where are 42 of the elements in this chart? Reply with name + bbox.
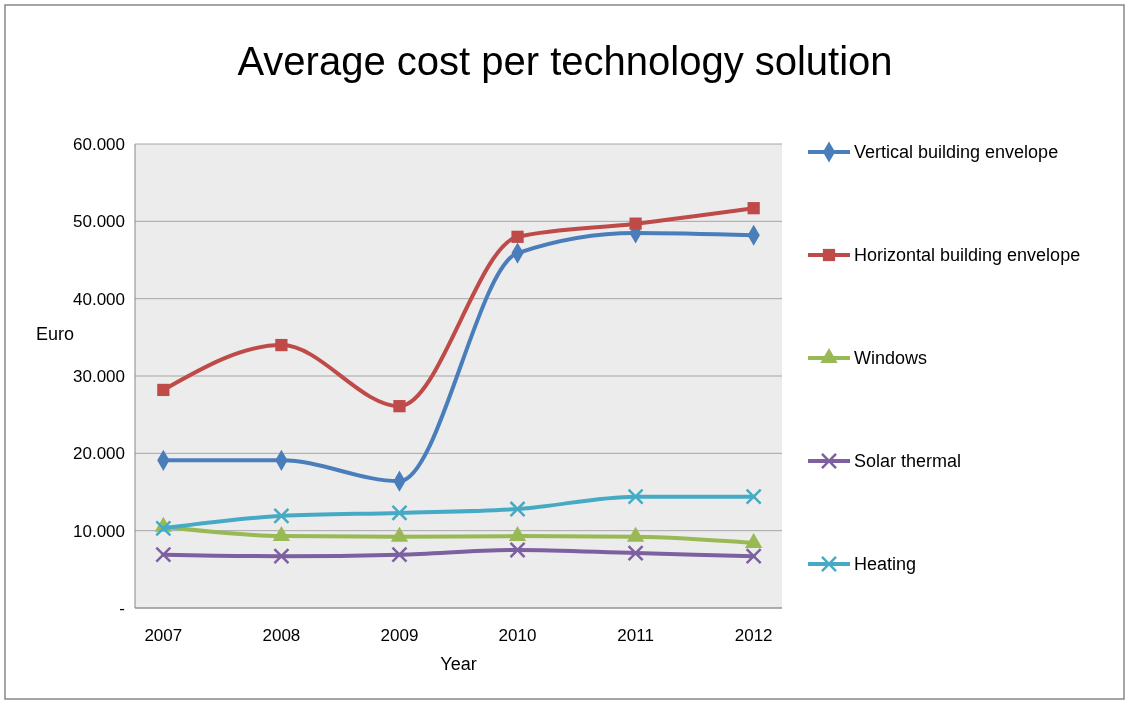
chart-title: Average cost per technology solution — [237, 39, 893, 83]
x-axis-title: Year — [440, 654, 477, 674]
point — [511, 230, 524, 243]
x-tick-label: 2010 — [498, 626, 537, 645]
point — [509, 500, 526, 518]
point — [508, 526, 527, 542]
point — [745, 533, 763, 549]
legend-label: Horizontal building envelope — [854, 245, 1081, 266]
point — [155, 546, 172, 563]
y-axis-title: Euro — [35, 324, 75, 344]
x-tick-label: 2009 — [380, 626, 419, 645]
legend-label: Solar thermal — [854, 451, 962, 472]
point — [273, 547, 290, 565]
point — [629, 217, 642, 230]
x-tick-label: 2007 — [144, 626, 183, 645]
legend-label: Vertical building envelope — [854, 142, 1059, 163]
point — [627, 488, 644, 505]
point — [391, 504, 408, 522]
point — [745, 488, 762, 505]
x-tick-label: 2012 — [734, 626, 773, 645]
y-tick-label: 60.000 — [73, 134, 125, 154]
x-tick-label: 2008 — [262, 626, 301, 645]
y-tick-label: 30.000 — [73, 366, 125, 386]
point — [157, 383, 170, 397]
point — [745, 547, 762, 565]
x-tick-label: 2011 — [617, 626, 654, 645]
point — [747, 202, 760, 215]
y-tick-label: 20.000 — [73, 444, 125, 464]
point — [275, 338, 288, 352]
legend-label: Heating — [854, 554, 917, 575]
y-tick-label: 50.000 — [73, 212, 125, 232]
y-tick-label: 40.000 — [73, 289, 125, 309]
point — [393, 400, 406, 413]
point — [627, 544, 644, 562]
point — [273, 507, 290, 525]
point — [155, 520, 172, 537]
point — [272, 526, 291, 542]
y-tick-label: 10.000 — [73, 521, 125, 541]
point — [391, 546, 408, 563]
point — [509, 541, 526, 559]
legend-label: Windows — [854, 348, 928, 369]
y-tick-label: - — [119, 598, 125, 618]
